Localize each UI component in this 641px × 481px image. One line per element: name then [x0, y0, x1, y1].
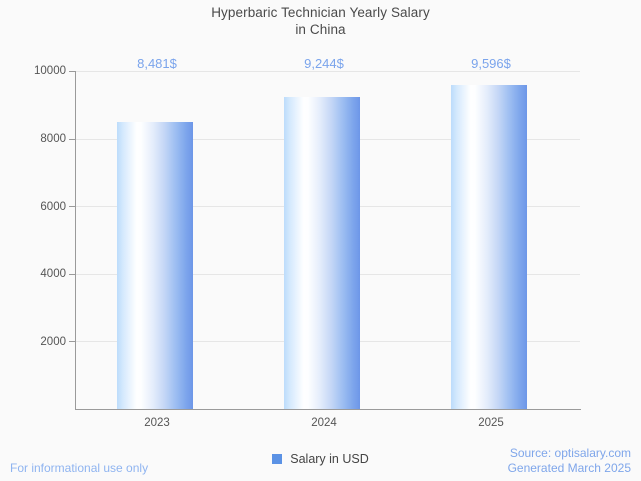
y-tick-mark-8000 — [69, 139, 75, 140]
y-tick-mark-2000 — [69, 341, 75, 342]
bar-2025[interactable] — [451, 85, 527, 409]
y-tick-mark-10000 — [69, 71, 75, 72]
y-tick-label-2000: 2000 — [40, 336, 66, 348]
value-label-2024: 9,244$ — [304, 56, 344, 71]
y-tick-mark-4000 — [69, 274, 75, 275]
x-tick-label-2024: 2024 — [311, 417, 337, 429]
generated-text: Generated March 2025 — [507, 461, 631, 475]
y-tick-label-10000: 10000 — [34, 65, 66, 77]
x-tick-label-2023: 2023 — [144, 417, 170, 429]
y-axis-line — [75, 71, 76, 410]
bars-layer — [75, 71, 580, 409]
attribution-block: Source: optisalary.com Generated March 2… — [508, 446, 631, 476]
bar-2024[interactable] — [284, 97, 360, 409]
value-label-2025: 9,596$ — [471, 56, 511, 71]
x-axis-line — [75, 409, 581, 410]
value-label-2023: 8,481$ — [137, 56, 177, 71]
legend-label-salary-in-usd: Salary in USD — [290, 452, 369, 466]
y-tick-label-6000: 6000 — [40, 201, 66, 213]
legend-swatch-icon — [272, 454, 283, 464]
legend-item-salary-in-usd[interactable]: Salary in USD — [272, 452, 369, 466]
bar-2023[interactable] — [117, 122, 193, 409]
source-text: Source: optisalary.com — [509, 446, 631, 460]
chart-title: Hyperbaric Technician Yearly Salary in C… — [0, 4, 641, 38]
chart-legend: Salary in USD — [0, 452, 641, 466]
grid-line-10000 — [75, 71, 580, 72]
y-tick-label-4000: 4000 — [40, 268, 66, 280]
chart-title-line-2: in China — [295, 22, 346, 37]
y-axis-labels: 10000 8000 6000 4000 2000 — [0, 0, 66, 481]
y-tick-label-8000: 8000 — [40, 133, 66, 145]
disclaimer-text: For informational use only — [10, 461, 149, 475]
chart-title-line-1: Hyperbaric Technician Yearly Salary — [211, 5, 430, 20]
y-tick-mark-6000 — [69, 206, 75, 207]
x-tick-label-2025: 2025 — [478, 417, 504, 429]
